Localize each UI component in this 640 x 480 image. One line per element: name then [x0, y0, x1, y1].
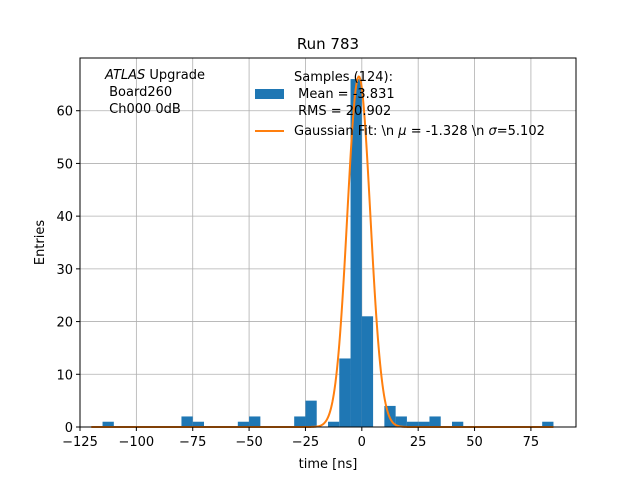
channel-label: Ch000 0dB — [105, 102, 181, 117]
x-tick-label: 75 — [523, 435, 540, 450]
histogram-bar — [542, 421, 554, 427]
x-axis-label: time [ns] — [299, 457, 358, 472]
y-tick-label: 60 — [56, 105, 73, 120]
x-tick-label: −125 — [62, 435, 98, 450]
histogram-bar — [361, 316, 374, 427]
x-tick-label: −100 — [119, 435, 155, 450]
atlas-upgrade: Upgrade — [145, 68, 205, 83]
y-tick-label: 20 — [56, 316, 73, 331]
x-tick-label: −50 — [235, 435, 262, 450]
histogram-bar — [305, 400, 317, 427]
y-tick-label: 0 — [65, 421, 73, 436]
legend-fit-label: Gaussian Fit: \n μ = -1.328 \n σ=5.102 — [294, 124, 545, 139]
x-tick-label: −25 — [292, 435, 319, 450]
x-tick-label: 25 — [410, 435, 427, 450]
legend-histogram-swatch — [255, 89, 284, 99]
histogram-bar — [181, 416, 193, 427]
legend-samples-line3: RMS = 20.902 — [294, 104, 391, 119]
legend-samples-line2: Mean = -3.831 — [294, 87, 395, 102]
atlas-annotation: ATLAS Upgrade Board260 Ch000 0dB — [104, 68, 205, 117]
histogram-bar — [192, 421, 204, 427]
atlas-italic: ATLAS — [104, 68, 145, 83]
atlas-label: ATLAS Upgrade — [104, 68, 205, 83]
board-label: Board260 — [105, 85, 172, 100]
x-tick-label: −75 — [179, 435, 206, 450]
axis-ticks: −125 −100 −75 −50 −25 0 25 50 75 0 10 20 30 40 50 60 — [56, 105, 539, 450]
legend: Samples (124): Mean = -3.831 RMS = 20.90… — [255, 70, 545, 139]
histogram-bar — [429, 416, 441, 427]
histogram-bar — [294, 416, 306, 427]
histogram-bar — [102, 421, 114, 427]
histogram-bar — [395, 416, 407, 427]
x-tick-label: 0 — [358, 435, 366, 450]
y-tick-label: 30 — [56, 263, 73, 278]
chart-title: Run 783 — [297, 35, 359, 53]
plot-frame — [79, 57, 577, 428]
histogram-bar — [328, 421, 340, 427]
histogram-bar — [418, 421, 430, 427]
histogram-bar — [249, 416, 261, 427]
y-tick-label: 10 — [56, 368, 73, 383]
y-axis-label: Entries — [33, 220, 48, 266]
y-tick-label: 40 — [56, 210, 73, 225]
histogram-bar — [237, 421, 250, 427]
histogram-bar — [339, 358, 351, 427]
histogram-bar — [350, 79, 362, 427]
legend-samples-line1: Samples (124): — [294, 70, 393, 85]
histogram-bar — [406, 421, 419, 427]
histogram-bar — [452, 421, 464, 427]
x-tick-label: 50 — [466, 435, 483, 450]
y-tick-label: 50 — [56, 157, 73, 172]
